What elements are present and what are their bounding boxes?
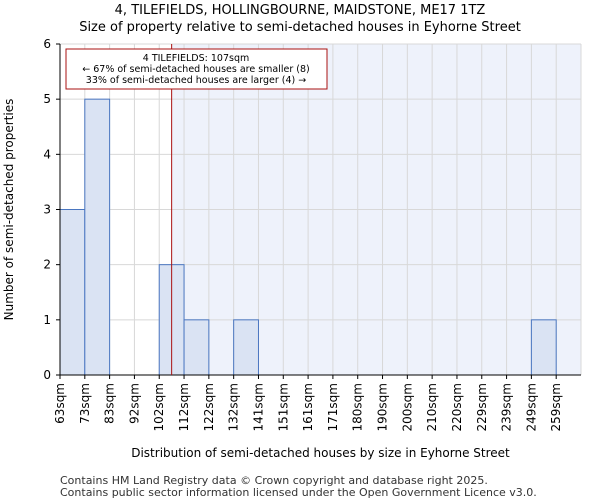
- x-tick-label: 229sqm: [475, 383, 489, 431]
- y-axis-label: Number of semi-detached properties: [2, 99, 16, 321]
- x-tick-label: 239sqm: [500, 383, 514, 431]
- x-tick-label: 220sqm: [450, 383, 464, 431]
- y-tick-label: 0: [43, 368, 51, 382]
- annotation-line-1: 4 TILEFIELDS: 107sqm: [143, 53, 249, 64]
- bar-73sqm: [84, 98, 111, 376]
- x-tick-label: 200sqm: [400, 383, 414, 431]
- x-tick-label: 210sqm: [425, 383, 439, 431]
- chart-title: 4, TILEFIELDS, HOLLINGBOURNE, MAIDSTONE,…: [114, 3, 486, 18]
- footer-line-2: Contains public sector information licen…: [60, 486, 537, 499]
- bar-249sqm: [530, 319, 557, 376]
- x-tick-label: 259sqm: [549, 383, 563, 431]
- y-tick-label: 5: [43, 92, 51, 106]
- bar-132sqm: [233, 319, 259, 376]
- x-tick-label: 102sqm: [152, 383, 166, 431]
- x-tick-label: 190sqm: [376, 383, 390, 431]
- annotation-line-3: 33% of semi-detached houses are larger (…: [86, 75, 306, 86]
- annotation-box: [65, 48, 328, 90]
- chart-subtitle: Size of property relative to semi-detach…: [79, 20, 521, 35]
- x-tick-label: 92sqm: [127, 383, 141, 424]
- x-tick-label: 112sqm: [177, 383, 191, 431]
- x-tick-label: 141sqm: [251, 383, 265, 431]
- x-tick-label: 73sqm: [78, 383, 92, 424]
- x-tick-label: 132sqm: [227, 383, 241, 431]
- y-tick-label: 6: [43, 37, 51, 51]
- y-tick-label: 2: [43, 258, 51, 272]
- y-tick-label: 1: [43, 313, 51, 327]
- x-tick-label: 161sqm: [301, 383, 315, 431]
- x-tick-label: 249sqm: [524, 383, 538, 431]
- annotation-line-2: ← 67% of semi-detached houses are smalle…: [82, 64, 310, 75]
- y-tick-label: 3: [43, 203, 51, 217]
- bar-63sqm: [59, 209, 86, 376]
- x-tick-label: 83sqm: [103, 383, 117, 424]
- x-tick-label: 180sqm: [351, 383, 365, 431]
- x-tick-label: 63sqm: [53, 383, 67, 424]
- footer-line-1: Contains HM Land Registry data © Crown c…: [60, 474, 488, 487]
- x-tick-label: 171sqm: [326, 383, 340, 431]
- y-tick-label: 4: [43, 147, 51, 161]
- x-axis-label: Distribution of semi-detached houses by …: [131, 446, 510, 460]
- x-tick-label: 122sqm: [202, 383, 216, 431]
- bar-112sqm: [183, 319, 210, 376]
- x-tick-label: 151sqm: [276, 383, 290, 431]
